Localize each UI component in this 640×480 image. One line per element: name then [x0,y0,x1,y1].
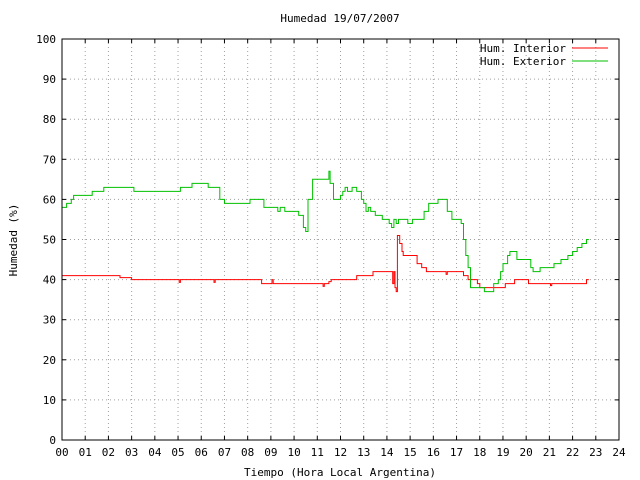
y-axis-label: Humedad (%) [7,204,20,277]
y-tick-label: 60 [43,193,56,206]
legend-label: Hum. Exterior [480,55,566,68]
x-tick-label: 22 [566,446,579,459]
x-tick-label: 19 [496,446,509,459]
x-tick-label: 04 [148,446,162,459]
y-axis: 0 10 20 30 40 50 60 70 80 90 100 [36,33,619,447]
x-tick-label: 14 [380,446,394,459]
y-tick-label: 30 [43,314,56,327]
x-tick-label: 02 [102,446,115,459]
x-tick-label: 12 [334,446,347,459]
x-tick-label: 01 [79,446,92,459]
x-tick-label: 08 [241,446,254,459]
x-tick-label: 06 [195,446,208,459]
x-tick-label: 00 [55,446,68,459]
legend-label: Hum. Interior [480,42,566,55]
x-tick-label: 05 [171,446,184,459]
x-tick-label: 09 [264,446,277,459]
y-tick-label: 40 [43,274,56,287]
x-tick-label: 18 [473,446,486,459]
y-tick-label: 80 [43,113,56,126]
x-tick-label: 10 [287,446,300,459]
x-tick-label: 21 [543,446,556,459]
x-tick-label: 03 [125,446,138,459]
x-tick-label: 07 [218,446,231,459]
x-tick-label: 20 [520,446,533,459]
y-tick-label: 100 [36,33,56,46]
y-tick-label: 50 [43,234,56,247]
x-tick-label: 15 [404,446,417,459]
x-tick-label: 13 [357,446,370,459]
series-line-exterior [62,170,589,293]
x-tick-label: 17 [450,446,463,459]
x-tick-label: 11 [311,446,324,459]
y-tick-label: 90 [43,73,56,86]
x-tick-label: 16 [427,446,440,459]
x-axis-label: Tiempo (Hora Local Argentina) [244,466,436,479]
series-line-interior [62,235,589,293]
grid [62,39,619,440]
y-tick-label: 70 [43,153,56,166]
chart-title: Humedad 19/07/2007 [280,12,399,25]
y-tick-label: 20 [43,354,56,367]
x-tick-label: 23 [589,446,602,459]
x-axis: 00 01 02 03 04 05 06 07 08 09 10 11 12 13 14 15 16 17 18 19… [55,39,626,459]
plot-frame [61,38,620,441]
y-tick-label: 0 [49,434,56,447]
series-layer [62,170,589,293]
y-tick-label: 10 [43,394,56,407]
x-tick-label: 24 [612,446,626,459]
